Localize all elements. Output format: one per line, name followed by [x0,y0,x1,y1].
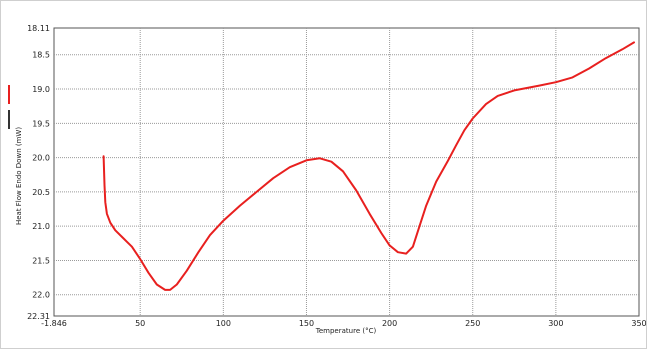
y-tick-label: 19.0 [32,85,50,94]
y-tick-label: 22.31 [27,312,50,321]
y-axis-ticks: 18.11 18.5 19.0 19.5 20.0 20.5 21.0 21.5 22.0 22.… [27,24,50,321]
y-axis-label: Heat Flow Endo Down (mW) [15,127,23,225]
y-tick-label: 18.11 [27,24,50,33]
y-tick-label: 22.0 [32,291,50,300]
x-tick-label: 200 [382,319,397,328]
y-tick-label: 21.5 [32,256,50,265]
x-tick-label: 250 [465,319,480,328]
x-tick-label: -1.846 [41,319,67,328]
x-tick-label: 150 [299,319,314,328]
x-tick-label: 350 [631,319,646,328]
y-tick-label: 20.0 [32,154,50,163]
y-tick-label: 18.5 [32,51,50,60]
series [102,41,635,291]
x-tick-label: 50 [135,319,145,328]
y-tick-label: 21.0 [32,222,50,231]
x-axis-ticks: -1.846 50 100 150 200 250 300 350 [41,319,646,328]
x-axis-label: Temperature (°C) [315,327,377,335]
grid [54,28,639,316]
plot-area [53,27,640,317]
y-tick-label: 20.5 [32,188,50,197]
y-tick-label: 19.5 [32,119,50,128]
x-tick-label: 300 [548,319,563,328]
series-line [102,41,635,291]
x-tick-label: 100 [216,319,231,328]
